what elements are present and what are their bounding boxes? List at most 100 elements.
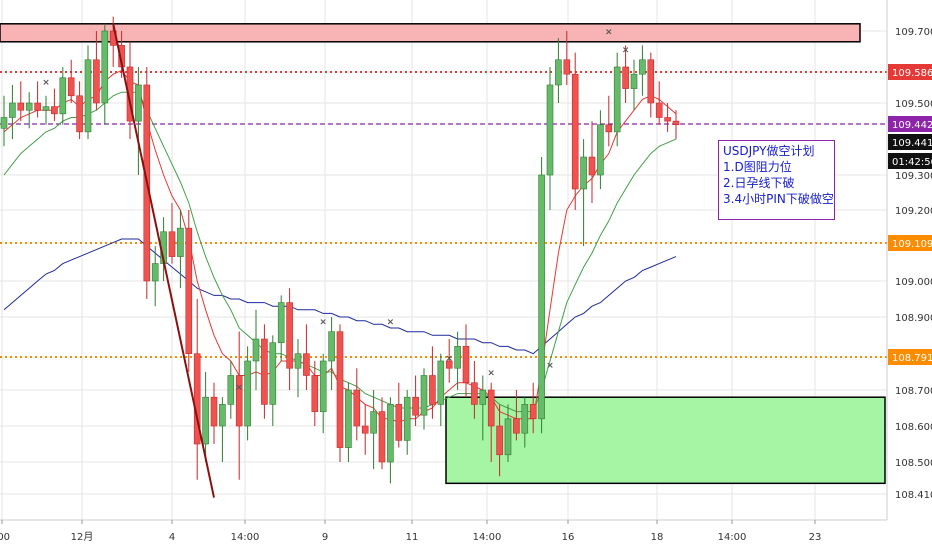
- candle: [546, 66, 554, 210]
- candle-body: [269, 342, 277, 405]
- candle-body: [303, 353, 310, 376]
- candle: [538, 157, 545, 434]
- price-tick-label: 108.500: [895, 458, 932, 469]
- price-tag: 109.441: [888, 134, 932, 150]
- trend-line[interactable]: [112, 23, 215, 498]
- time-axis[interactable]: :00 12月 4 14:00 9 11 14:00 16 18 14:00 23: [0, 520, 821, 543]
- candle: [151, 246, 159, 307]
- price-tick-label: 108.700: [895, 386, 932, 397]
- candle: [664, 103, 671, 132]
- trade-plan-note[interactable]: USDJPY做空计划 1.D图阻力位 2.日孕线下破 3.4小时PIN下破做空: [718, 140, 835, 220]
- moving-average-slow: [3, 238, 677, 355]
- candle-body: [361, 425, 369, 434]
- candle-body: [597, 124, 604, 176]
- candle-body: [151, 263, 159, 282]
- price-tag-background: [888, 134, 932, 150]
- time-tick-label: 11: [406, 532, 419, 543]
- candle-body: [59, 77, 67, 115]
- candle: [639, 45, 646, 96]
- candle: [445, 339, 453, 383]
- candle-body: [437, 360, 445, 405]
- price-tag-label: 109.586: [892, 68, 932, 79]
- candle-body: [639, 59, 646, 75]
- candle: [252, 309, 260, 390]
- candle: [655, 81, 663, 125]
- time-tick-label: 16: [562, 532, 575, 543]
- price-tags: 109.586 109.442 109.441 01:42:56 109.109 108.…: [888, 64, 932, 365]
- candle: [319, 353, 327, 434]
- candle-body: [261, 338, 268, 405]
- candle: [17, 81, 25, 122]
- candle: [235, 331, 243, 480]
- candle: [395, 382, 403, 448]
- candle: [529, 382, 537, 434]
- candle-body: [454, 346, 461, 369]
- candle: [0, 95, 8, 147]
- x-marker: ×: [546, 361, 554, 371]
- time-tick-label: :00: [0, 532, 10, 543]
- candle-body: [76, 95, 83, 133]
- candle-body: [25, 102, 33, 111]
- candle: [487, 382, 495, 462]
- time-tick-label: 12月: [71, 531, 94, 543]
- candle: [521, 397, 529, 448]
- candle: [613, 52, 621, 147]
- candle: [126, 41, 134, 140]
- candle-body: [135, 84, 142, 122]
- candle: [454, 331, 461, 390]
- candle: [244, 346, 251, 441]
- candle-body: [521, 404, 529, 434]
- candle-body: [563, 59, 571, 75]
- candle: [311, 360, 319, 426]
- x-marker: ×: [605, 28, 613, 38]
- candle-body: [571, 73, 579, 190]
- time-tick-label: 9: [322, 532, 328, 543]
- price-tag-label: 109.441: [892, 138, 932, 149]
- candle-body: [9, 102, 16, 118]
- candle-body: [420, 375, 428, 416]
- candle-body: [580, 156, 587, 190]
- x-marker: ×: [235, 383, 243, 393]
- candle-body: [479, 389, 487, 405]
- candle: [294, 339, 302, 398]
- candle-body: [244, 360, 251, 427]
- candle-body: [84, 59, 92, 133]
- note-line-3: 3.4小时PIN下破做空: [723, 192, 834, 206]
- candle-body: [286, 302, 293, 369]
- candle-body: [655, 102, 663, 118]
- price-tick-label: 109.500: [895, 99, 932, 110]
- price-tag-label: 01:42:56: [892, 157, 932, 168]
- candle-body: [336, 331, 344, 448]
- candle: [67, 59, 75, 103]
- price-axis[interactable]: 109.700 109.500 109.300 109.200 109.000 108.9…: [895, 27, 932, 501]
- candle-body: [529, 404, 537, 420]
- time-tick-label: 14:00: [473, 532, 502, 543]
- x-marker: ×: [622, 46, 630, 56]
- candle: [479, 375, 487, 441]
- resistance-zone: [0, 23, 861, 43]
- candle: [345, 382, 352, 462]
- time-tick-label: 4: [169, 532, 175, 543]
- candle-body: [647, 59, 655, 104]
- candle-body: [622, 66, 629, 89]
- candle: [42, 95, 50, 125]
- price-tag: 109.586: [888, 64, 932, 80]
- candle: [328, 317, 335, 390]
- candle-body: [538, 174, 545, 420]
- price-tick-label: 108.410: [895, 490, 932, 501]
- downtrend-line: [112, 23, 215, 498]
- candle-body: [462, 346, 470, 384]
- candle-body: [202, 396, 209, 445]
- price-tag-background: [888, 64, 932, 80]
- candle: [101, 23, 109, 125]
- candle-body: [93, 59, 100, 104]
- candle: [555, 38, 562, 103]
- candle-body: [471, 382, 478, 405]
- price-tag-background: [888, 349, 932, 365]
- candle: [588, 121, 596, 203]
- candle: [605, 95, 613, 147]
- candle: [580, 139, 587, 247]
- x-marker: ×: [42, 78, 50, 88]
- candle: [269, 335, 277, 426]
